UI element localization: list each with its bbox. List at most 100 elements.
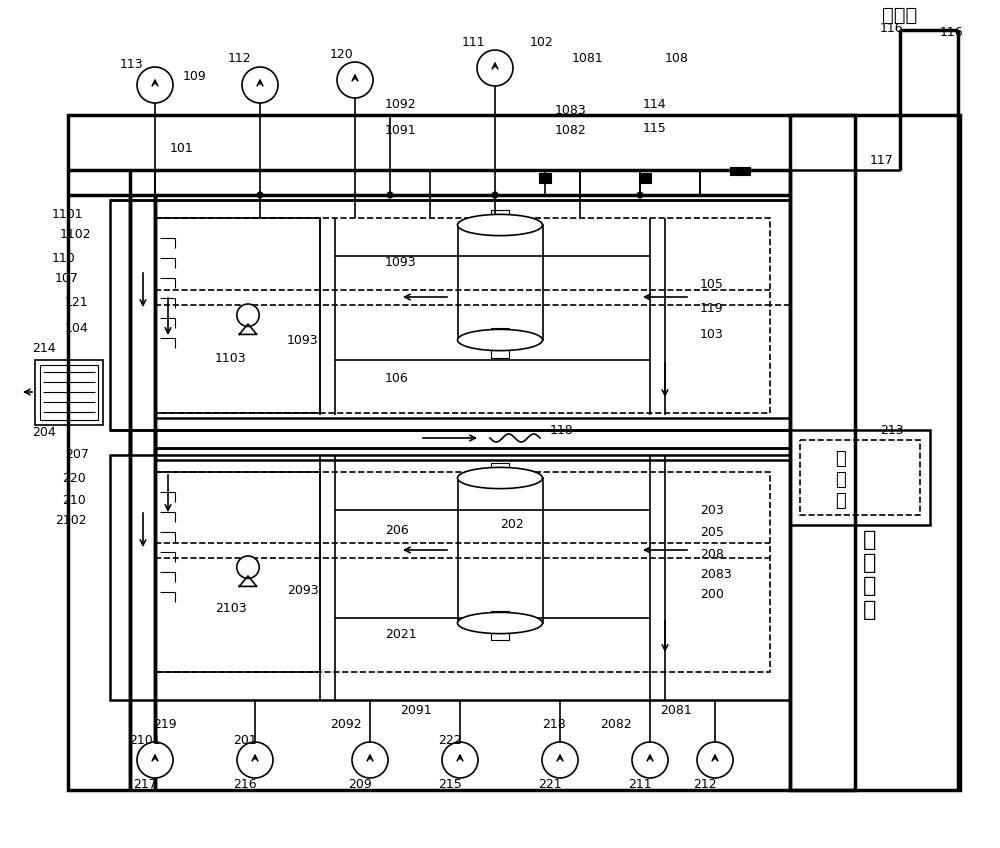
Text: 112: 112: [228, 52, 252, 64]
Text: 1081: 1081: [572, 52, 604, 64]
Text: 218: 218: [542, 718, 566, 732]
Text: 102: 102: [530, 36, 554, 48]
Circle shape: [137, 67, 173, 103]
Text: 114: 114: [643, 98, 667, 111]
Text: 200: 200: [700, 589, 724, 601]
Text: 210: 210: [62, 494, 86, 506]
Text: 216: 216: [233, 778, 257, 791]
Circle shape: [697, 742, 733, 778]
Bar: [491, 611, 509, 623]
Text: 106: 106: [385, 371, 409, 384]
Text: 115: 115: [643, 121, 667, 135]
Text: 103: 103: [700, 328, 724, 342]
Text: 2093: 2093: [287, 583, 319, 596]
Text: 111: 111: [462, 36, 486, 48]
Circle shape: [237, 742, 273, 778]
Text: 2021: 2021: [385, 628, 417, 641]
Bar: [491, 463, 509, 478]
Bar: [155, 472, 320, 672]
Text: 205: 205: [700, 527, 724, 539]
Text: 1103: 1103: [215, 352, 247, 365]
Ellipse shape: [458, 329, 542, 350]
Circle shape: [337, 62, 373, 98]
Bar: [155, 218, 770, 413]
Text: 2081: 2081: [660, 704, 692, 717]
Bar: [155, 218, 320, 413]
Bar: [539, 173, 551, 183]
Text: 1092: 1092: [385, 98, 417, 111]
Text: 217: 217: [133, 778, 157, 791]
Text: 2091: 2091: [400, 704, 432, 717]
Text: 202: 202: [500, 518, 524, 532]
Circle shape: [137, 742, 173, 778]
Text: 113: 113: [120, 59, 144, 71]
Text: 104: 104: [65, 321, 89, 334]
Text: 105: 105: [700, 278, 724, 292]
Text: 220: 220: [62, 471, 86, 484]
Text: 1093: 1093: [287, 333, 319, 347]
Bar: [491, 630, 509, 640]
Text: 211: 211: [628, 778, 652, 791]
Text: 221: 221: [538, 778, 562, 791]
Bar: [639, 173, 651, 183]
Text: 2092: 2092: [330, 718, 362, 732]
Text: 209: 209: [348, 778, 372, 791]
Bar: [730, 167, 750, 175]
Text: 213: 213: [880, 423, 904, 437]
Text: 119: 119: [700, 302, 724, 315]
Text: 118: 118: [550, 423, 574, 437]
Text: 1101: 1101: [52, 209, 84, 221]
Text: 2101: 2101: [129, 734, 161, 746]
Circle shape: [477, 50, 513, 86]
Ellipse shape: [458, 612, 542, 633]
Text: 219: 219: [153, 718, 177, 732]
Text: 214: 214: [32, 342, 56, 354]
Text: 207: 207: [65, 449, 89, 461]
Circle shape: [237, 556, 259, 578]
Text: 高
温
蒸
汽: 高 温 蒸 汽: [863, 530, 877, 620]
Circle shape: [637, 192, 643, 198]
Bar: [790, 115, 960, 790]
Text: 脱盐水: 脱盐水: [882, 5, 918, 25]
Text: 1091: 1091: [385, 124, 417, 137]
Text: 101: 101: [170, 142, 194, 154]
Bar: [110, 200, 790, 430]
Text: 1083: 1083: [555, 103, 587, 116]
Text: 222: 222: [438, 734, 462, 746]
Circle shape: [492, 192, 498, 198]
Text: 1093: 1093: [385, 255, 417, 269]
Text: 109: 109: [183, 70, 207, 83]
Text: 2083: 2083: [700, 568, 732, 582]
Circle shape: [442, 742, 478, 778]
Text: 215: 215: [438, 778, 462, 791]
Bar: [110, 455, 790, 700]
Text: 212: 212: [693, 778, 717, 791]
Ellipse shape: [458, 467, 542, 488]
Text: 2102: 2102: [55, 514, 87, 527]
Circle shape: [257, 192, 263, 198]
Bar: [800, 440, 920, 515]
Text: 2082: 2082: [600, 718, 632, 732]
Bar: [491, 348, 509, 358]
Text: 204: 204: [32, 426, 56, 438]
Text: 120: 120: [330, 48, 354, 62]
Bar: [458, 225, 542, 340]
Bar: [155, 472, 770, 672]
Text: 208: 208: [700, 549, 724, 561]
Text: 2103: 2103: [215, 601, 247, 615]
Bar: [491, 328, 509, 340]
Bar: [790, 430, 930, 525]
Text: 201: 201: [233, 734, 257, 746]
Text: 203: 203: [700, 504, 724, 516]
Bar: [35, 360, 103, 425]
Bar: [491, 210, 509, 225]
Bar: [458, 478, 542, 623]
Circle shape: [352, 742, 388, 778]
Circle shape: [632, 742, 668, 778]
Text: 206: 206: [385, 523, 409, 537]
Text: 116: 116: [880, 21, 904, 35]
Circle shape: [542, 742, 578, 778]
Text: 117: 117: [870, 153, 894, 166]
Circle shape: [387, 192, 393, 198]
Text: 萃
取
水: 萃 取 水: [835, 450, 845, 510]
